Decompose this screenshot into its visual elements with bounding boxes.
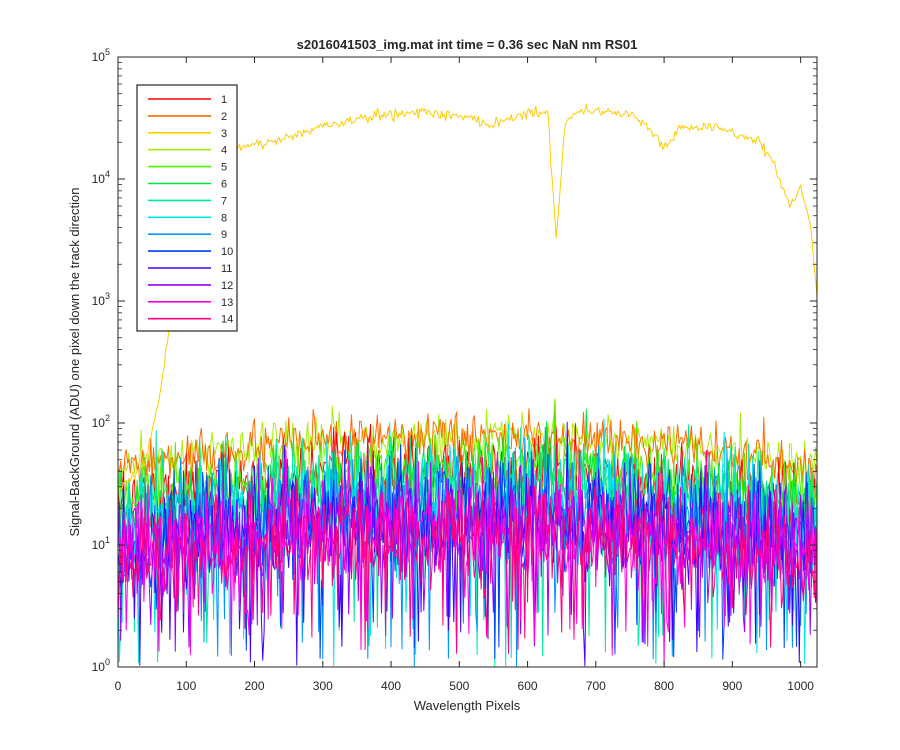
- y-tick-exponent: 5: [105, 47, 110, 57]
- legend-label-11: 11: [221, 263, 232, 275]
- y-tick-exponent: 1: [105, 535, 110, 545]
- x-axis-label: Wavelength Pixels: [414, 698, 521, 713]
- legend-label-4: 4: [221, 145, 227, 157]
- legend-label-1: 1: [221, 94, 227, 106]
- x-tick-label: 600: [518, 679, 538, 693]
- x-tick-label: 700: [586, 679, 606, 693]
- series-line-2: [118, 405, 817, 488]
- y-tick-exponent: 3: [105, 291, 110, 301]
- y-tick-label: 105: [92, 47, 110, 64]
- y-tick-base: 10: [92, 416, 106, 430]
- x-tick-label: 500: [449, 679, 469, 693]
- legend-label-12: 12: [221, 280, 233, 292]
- legend-label-8: 8: [221, 212, 227, 224]
- y-tick-exponent: 0: [105, 657, 110, 667]
- y-tick-label: 104: [92, 169, 110, 186]
- legend-label-13: 13: [221, 297, 233, 309]
- y-axis-label: Signal-BackGround (ADU) one pixel down t…: [67, 187, 82, 536]
- y-tick-exponent: 2: [105, 413, 110, 423]
- x-tick-label: 100: [176, 679, 196, 693]
- legend-box: [136, 84, 238, 332]
- legend-label-5: 5: [221, 162, 227, 174]
- y-tick-base: 10: [92, 294, 106, 308]
- x-tick-label: 300: [313, 679, 333, 693]
- legend-label-9: 9: [221, 229, 227, 241]
- y-tick-label: 102: [92, 413, 110, 430]
- y-tick-label: 101: [92, 535, 110, 552]
- legend-label-2: 2: [221, 111, 227, 123]
- legend-label-14: 14: [221, 314, 233, 326]
- y-tick-base: 10: [92, 538, 106, 552]
- axes-box: [117, 56, 818, 668]
- x-axis-ticks: 0 100 200 300 400 500 600 700 800 900 1000: [115, 57, 814, 693]
- y-tick-base: 10: [92, 50, 106, 64]
- x-tick-label: 1000: [787, 679, 814, 693]
- y-tick-base: 10: [92, 660, 106, 674]
- chart-title: s2016041503_img.mat int time = 0.36 sec …: [297, 37, 638, 52]
- legend-label-7: 7: [221, 195, 227, 207]
- x-tick-label: 0: [115, 679, 122, 693]
- y-tick-label: 100: [92, 657, 110, 674]
- legend-label-3: 3: [221, 128, 227, 140]
- series-layer: [118, 103, 817, 667]
- x-tick-label: 800: [654, 679, 674, 693]
- y-tick-exponent: 4: [105, 169, 110, 179]
- y-tick-label: 103: [92, 291, 110, 308]
- x-tick-label: 200: [245, 679, 265, 693]
- legend-label-10: 10: [221, 246, 233, 258]
- x-tick-label: 900: [722, 679, 742, 693]
- y-tick-base: 10: [92, 172, 106, 186]
- series-line-14: [118, 443, 817, 655]
- x-tick-label: 400: [381, 679, 401, 693]
- legend-label-6: 6: [221, 179, 227, 191]
